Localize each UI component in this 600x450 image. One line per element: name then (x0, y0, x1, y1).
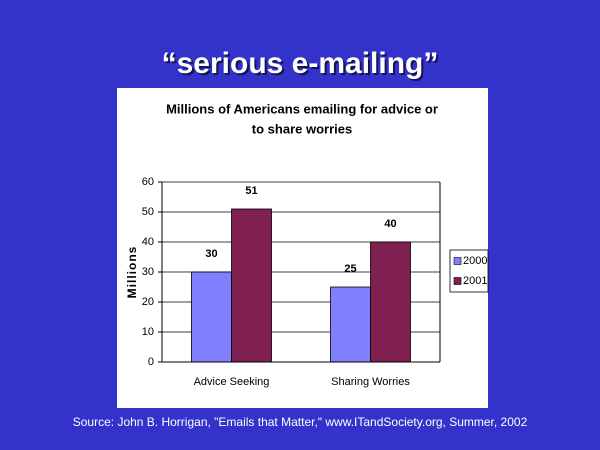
bar (191, 271, 232, 363)
y-tick-label: 0 (148, 356, 154, 368)
bar (330, 286, 371, 363)
legend-label: 2000 (463, 255, 487, 267)
y-tick-label: 60 (142, 176, 154, 188)
bar (370, 241, 411, 363)
data-label: 25 (344, 263, 356, 275)
chart-title: to share worries (252, 121, 352, 136)
slide-title-shadow: “serious e-mailing” (164, 49, 441, 82)
chart-title: Millions of Americans emailing for advic… (166, 101, 438, 116)
y-tick-label: 40 (142, 236, 154, 248)
legend-swatch (453, 277, 462, 285)
legend-swatch (453, 257, 462, 265)
y-axis-label: Millions (125, 246, 139, 299)
legend-box (449, 249, 489, 293)
y-tick-label: 30 (142, 266, 154, 278)
slide-title: “serious e-mailing” (162, 47, 439, 80)
bar (231, 208, 272, 363)
chart-area (117, 88, 488, 408)
data-label: 40 (384, 218, 396, 230)
y-tick-label: 50 (142, 206, 154, 218)
x-tick-label: Sharing Worries (331, 376, 410, 388)
x-tick-label: Advice Seeking (194, 376, 270, 388)
data-label: 51 (245, 185, 257, 197)
legend-label: 2001 (463, 275, 487, 287)
y-tick-label: 10 (142, 326, 154, 338)
y-tick-label: 20 (142, 296, 154, 308)
data-label: 30 (205, 248, 217, 260)
source-note: Source: John B. Horrigan, "Emails that M… (73, 415, 528, 429)
